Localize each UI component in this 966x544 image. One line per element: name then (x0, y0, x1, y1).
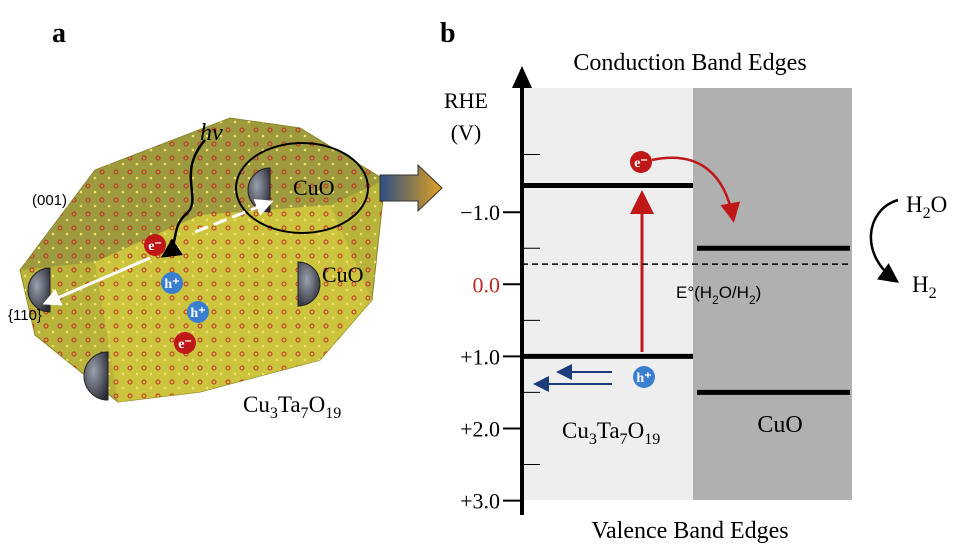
text-part: Cu (562, 418, 589, 443)
subscript: 7 (620, 431, 628, 448)
text-part: H (912, 272, 929, 297)
hole-label: h⁺ (190, 306, 205, 321)
y-tick-label: 0.0 (473, 272, 501, 297)
text-part: O/H (719, 283, 749, 302)
text-part: H (906, 192, 923, 217)
facet-label: (001) (32, 192, 67, 209)
subscript: 2 (923, 205, 931, 222)
cocatalyst-label: CuO (293, 175, 335, 200)
hole-label: h⁺ (164, 277, 179, 292)
top-label: Conduction Band Edges (573, 50, 806, 76)
y-tick-label: +1.0 (460, 344, 500, 369)
facet-label: {110} (8, 307, 42, 324)
text-part: Cu (243, 392, 270, 417)
electron-label: e⁻ (178, 337, 192, 352)
text-part: E°(H (676, 283, 712, 302)
text-part: O (628, 418, 645, 443)
product: H2 (912, 272, 937, 302)
text-part: Ta (278, 392, 301, 417)
subscript: 3 (270, 405, 278, 422)
subscript: 7 (301, 405, 309, 422)
cocatalyst-label: CuO (322, 262, 364, 287)
y-tick-label: +3.0 (460, 489, 500, 514)
photon-label: hv (200, 120, 223, 146)
hole-label: h⁺ (636, 371, 651, 386)
panel-label: b (440, 18, 456, 49)
axis-arrow (512, 66, 532, 88)
electron-label: e⁻ (148, 239, 162, 254)
text-part: O (931, 192, 948, 217)
y-tick-label: −1.0 (460, 200, 500, 225)
reaction-arrow (871, 200, 898, 280)
y-tick-label: +2.0 (460, 416, 500, 441)
electron-label: e⁻ (634, 156, 648, 171)
subscript: 19 (325, 405, 341, 422)
panel-label: a (52, 18, 66, 49)
text-part: Ta (597, 418, 620, 443)
axis-title: (V) (451, 120, 482, 145)
formula: Cu3Ta7O19 (243, 392, 341, 422)
transition-arrow (380, 165, 442, 211)
text-part: ) (756, 283, 762, 302)
subscript: 19 (644, 431, 660, 448)
reactant: H2O (906, 192, 947, 222)
subscript: 2 (929, 285, 937, 302)
bottom-label: Valence Band Edges (591, 518, 788, 544)
crystal (20, 118, 385, 402)
axis-title: RHE (444, 88, 488, 113)
figure: a hv CuO CuO (001) {110} e⁻ e⁻ h⁺ h⁺ Cu3… (0, 0, 966, 544)
subscript: 3 (589, 431, 597, 448)
text-part: O (309, 392, 326, 417)
material-label: CuO (757, 412, 802, 438)
